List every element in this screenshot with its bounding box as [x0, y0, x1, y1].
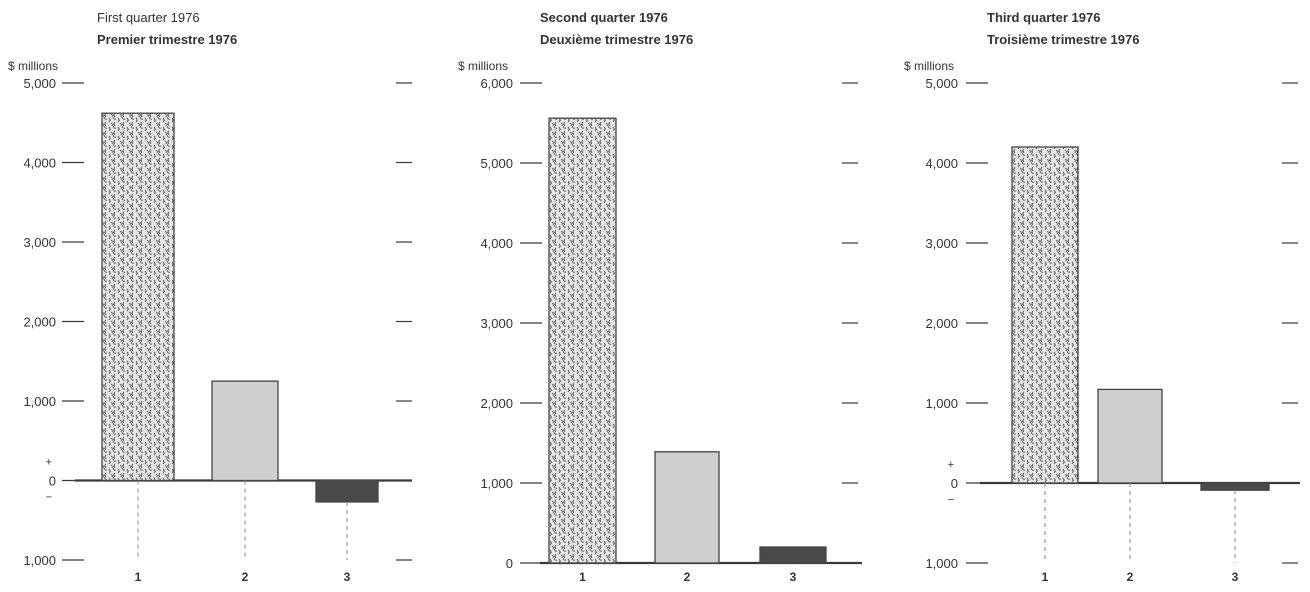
- bar-3: [316, 481, 378, 502]
- y-tick-label: 5,000: [23, 76, 56, 91]
- bar-1: [102, 113, 174, 480]
- bar-1: [549, 118, 616, 563]
- y-axis-label: $ millions: [8, 59, 58, 73]
- y-tick-label: 1,000: [925, 556, 958, 571]
- y-tick-label: 3,000: [480, 316, 513, 331]
- chart-subtitle: Premier trimestre 1976: [97, 32, 237, 47]
- y-axis-label: $ millions: [458, 59, 508, 73]
- y-tick-label: 0: [506, 556, 513, 571]
- y-tick-label: 4,000: [23, 156, 56, 171]
- plus-sign: +: [46, 457, 52, 469]
- y-tick-label: 1,000: [23, 553, 56, 568]
- y-tick-label: 2,000: [23, 315, 56, 330]
- bar-2: [212, 381, 278, 480]
- minus-sign: −: [46, 492, 52, 504]
- chart-title: Second quarter 1976: [540, 10, 668, 25]
- plus-sign: +: [948, 459, 954, 471]
- x-tick-label: 2: [684, 570, 691, 584]
- x-tick-label: 1: [135, 570, 142, 584]
- chart-title: Third quarter 1976: [987, 10, 1100, 25]
- y-tick-label: 3,000: [23, 235, 56, 250]
- minus-sign: −: [948, 494, 954, 506]
- bar-3: [1201, 483, 1269, 490]
- x-tick-label: 1: [579, 570, 586, 584]
- bar-1: [1012, 147, 1078, 483]
- x-tick-label: 1: [1042, 570, 1049, 584]
- x-tick-label: 2: [1127, 570, 1134, 584]
- y-tick-label: 2,000: [480, 396, 513, 411]
- bar-2: [1098, 389, 1162, 483]
- y-tick-label: 1,000: [23, 394, 56, 409]
- chart-subtitle: Troisième trimestre 1976: [987, 32, 1139, 47]
- y-tick-label: 3,000: [925, 236, 958, 251]
- y-axis-label: $ millions: [904, 59, 954, 73]
- x-tick-label: 3: [790, 570, 797, 584]
- y-tick-label: 6,000: [480, 76, 513, 91]
- y-tick-label: 0: [49, 474, 56, 489]
- y-tick-label: 5,000: [480, 156, 513, 171]
- chart-panel-3: Third quarter 1976 Troisième trimestre 19…: [904, 10, 1300, 584]
- x-tick-label: 3: [1232, 570, 1239, 584]
- x-tick-label: 2: [242, 570, 249, 584]
- bar-2: [655, 452, 719, 563]
- y-tick-label: 4,000: [480, 236, 513, 251]
- chart-panel-1: First quarter 1976 Premier trimestre 1976…: [8, 10, 412, 584]
- y-tick-label: 0: [951, 476, 958, 491]
- chart-subtitle: Deuxième trimestre 1976: [540, 32, 693, 47]
- x-tick-label: 3: [344, 570, 351, 584]
- y-tick-label: 1,000: [480, 476, 513, 491]
- y-tick-label: 2,000: [925, 316, 958, 331]
- chart-title: First quarter 1976: [97, 10, 200, 25]
- chart-panel-2: Second quarter 1976 Deuxième trimestre 19…: [458, 10, 862, 584]
- y-tick-label: 4,000: [925, 156, 958, 171]
- bar-3: [760, 547, 826, 563]
- y-tick-label: 1,000: [925, 396, 958, 411]
- y-tick-label: 5,000: [925, 76, 958, 91]
